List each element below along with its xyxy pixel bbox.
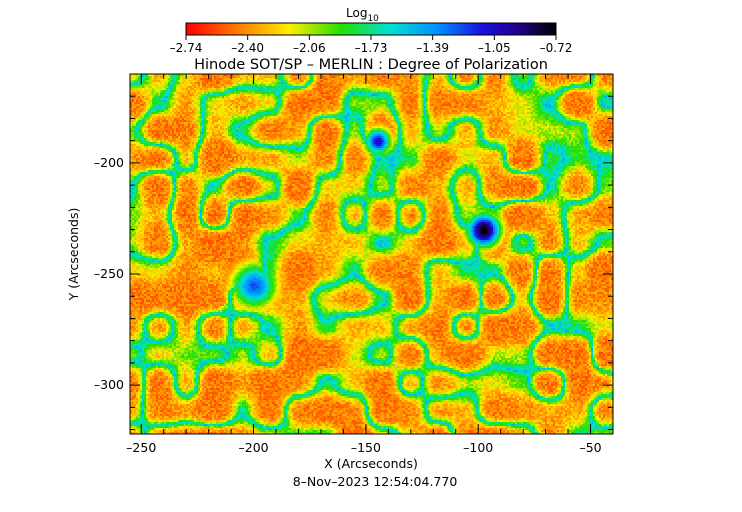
y-tick-label: –300 (94, 377, 124, 392)
colorbar-tick-label: –1.39 (416, 41, 449, 55)
colorbar-tick-label: –2.06 (293, 41, 326, 55)
y-axis: –200 –250 –300 (94, 73, 613, 431)
y-axis-label: Y (Arcseconds) (66, 208, 81, 302)
x-axis: –250 –200 –150 –100 –50 (126, 74, 614, 455)
x-tick-label: –250 (126, 440, 156, 455)
colorbar-tick-label: –0.72 (540, 41, 573, 55)
x-tick-label: –100 (463, 440, 493, 455)
x-tick-label: –150 (351, 440, 381, 455)
timestamp-footer: 8–Nov–2023 12:54:04.770 (293, 474, 458, 489)
colorbar-ticks: –2.74 –2.40 –2.06 –1.73 –1.39 –1.05 –0.72 (170, 35, 573, 55)
colorbar-tick-label: –2.74 (170, 41, 203, 55)
x-axis-label: X (Arcseconds) (324, 456, 418, 471)
chart-title: Hinode SOT/SP – MERLIN : Degree of Polar… (194, 57, 548, 73)
polarization-heatmap (130, 74, 613, 434)
colorbar-tick-label: –2.40 (231, 41, 264, 55)
x-tick-label: –50 (579, 440, 601, 455)
colorbar-label: Log10 (346, 6, 379, 24)
colorbar-tick-label: –1.05 (478, 41, 511, 55)
y-tick-label: –200 (94, 155, 124, 170)
colorbar (185, 22, 557, 36)
colorbar-tick-label: –1.73 (355, 41, 388, 55)
x-tick-label: –200 (239, 440, 269, 455)
y-tick-label: –250 (94, 266, 124, 281)
plot-frame (129, 73, 614, 435)
